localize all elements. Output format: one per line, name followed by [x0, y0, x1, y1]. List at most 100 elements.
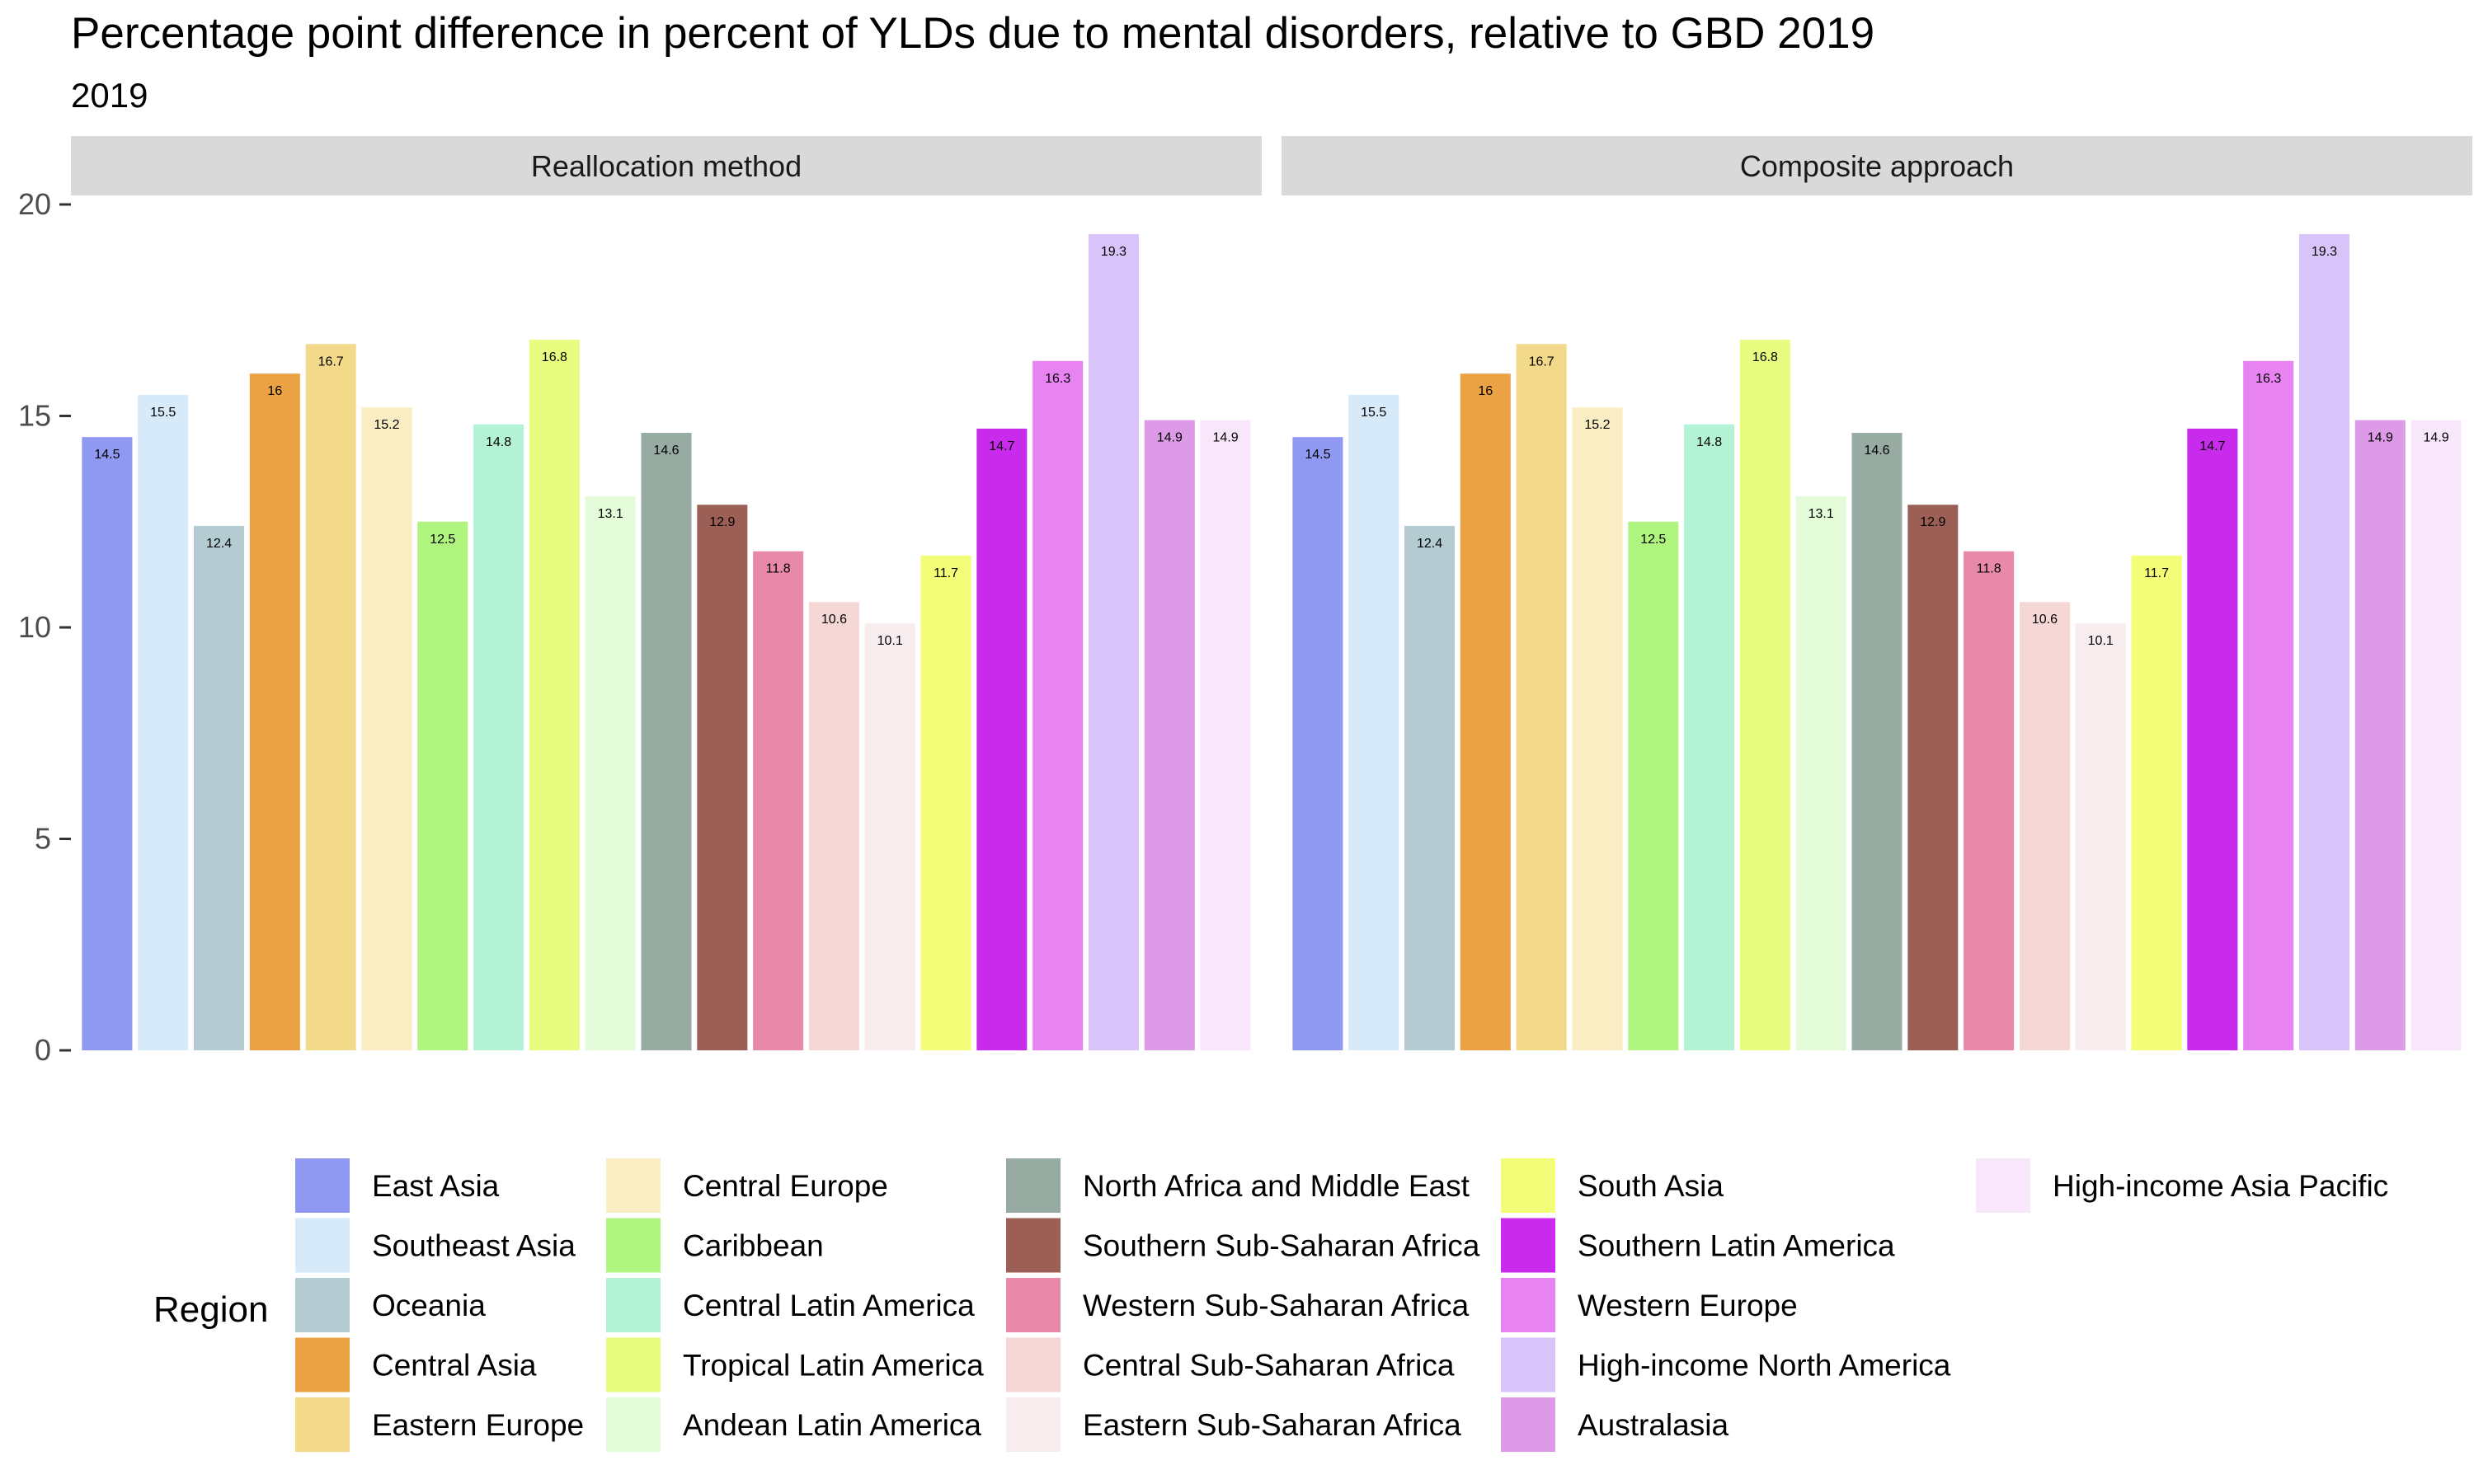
bar-value-label: 14.9	[2424, 431, 2449, 445]
bar	[1964, 551, 2015, 1050]
bar-value-label: 14.8	[1696, 435, 1722, 449]
legend-item: Central Latin America	[606, 1278, 975, 1332]
legend-label: Central Asia	[372, 1349, 537, 1383]
legend-label: Southern Sub-Saharan Africa	[1083, 1229, 1480, 1263]
legend-item: Oceania	[295, 1278, 486, 1332]
bar	[920, 555, 971, 1050]
legend-label: Australasia	[1578, 1408, 1729, 1442]
bar	[697, 505, 748, 1050]
legend-item: East Asia	[295, 1158, 500, 1213]
bar-value-label: 14.8	[486, 435, 511, 449]
bar	[1739, 340, 1790, 1050]
legend-swatch	[1976, 1158, 2030, 1213]
legend-item: Caribbean	[606, 1218, 824, 1273]
bar-value-label: 19.3	[2312, 245, 2337, 259]
legend-label: High-income Asia Pacific	[2053, 1169, 2388, 1203]
legend-swatch	[1006, 1218, 1061, 1273]
facet-panels: Reallocation method 14.5 15.5 12.4 16 16.7 15.…	[71, 136, 2472, 1051]
y-tick-label: 0	[35, 1033, 51, 1067]
bar-value-label: 12.5	[1640, 533, 1666, 547]
bar	[1628, 521, 1679, 1050]
bar	[1292, 437, 1343, 1050]
legend-item: Southern Latin America	[1501, 1218, 1895, 1273]
bar	[1144, 420, 1195, 1050]
legend-label: Central Latin America	[683, 1289, 975, 1322]
chart-title: Percentage point difference in percent o…	[71, 9, 1874, 58]
legend-swatch	[1006, 1397, 1061, 1452]
legend-swatch	[606, 1218, 661, 1273]
bar	[305, 344, 356, 1050]
legend-item: Southeast Asia	[295, 1218, 576, 1273]
facet-strip	[1282, 136, 2472, 195]
legend-swatch	[1501, 1337, 1555, 1392]
legend-item: North Africa and Middle East	[1006, 1158, 1470, 1213]
bar-value-label: 12.4	[206, 537, 232, 551]
facet-strip-label: Composite approach	[1740, 149, 2014, 183]
bar	[2354, 420, 2406, 1050]
bar-value-label: 16.7	[1529, 355, 1554, 369]
bar-value-label: 10.6	[2032, 613, 2058, 627]
bar	[529, 340, 580, 1050]
legend-swatch	[1501, 1397, 1555, 1452]
legend-label: Central Sub-Saharan Africa	[1083, 1349, 1455, 1383]
bar-value-label: 15.5	[1361, 406, 1386, 420]
bar-value-label: 16.7	[318, 355, 344, 369]
legend-swatch	[1006, 1158, 1061, 1213]
bar	[1460, 373, 1511, 1050]
bar	[1516, 344, 1567, 1050]
bar-value-label: 16	[1478, 384, 1493, 398]
bar	[2298, 233, 2349, 1050]
legend-items: East Asia Southeast Asia Oceania Central As…	[295, 1158, 2388, 1452]
bar-value-label: 11.8	[1977, 562, 2001, 576]
bar	[361, 407, 412, 1050]
legend-item: Southern Sub-Saharan Africa	[1006, 1218, 1480, 1273]
legend-swatch	[295, 1218, 350, 1273]
y-tick-label: 5	[35, 822, 51, 856]
y-tick-label: 10	[18, 610, 51, 644]
legend-item: Central Sub-Saharan Africa	[1006, 1337, 1455, 1392]
bar-value-label: 13.1	[598, 507, 623, 521]
bar-value-label: 10.1	[2088, 634, 2114, 648]
legend-swatch	[606, 1278, 661, 1332]
legend-swatch	[1006, 1337, 1061, 1392]
legend-label: Southeast Asia	[372, 1229, 576, 1263]
legend-item: Tropical Latin America	[606, 1337, 984, 1392]
legend-item: High-income Asia Pacific	[1976, 1158, 2388, 1213]
bar	[1795, 495, 1846, 1050]
legend-item: Central Asia	[295, 1337, 537, 1392]
bar	[864, 622, 915, 1050]
legend-label: East Asia	[372, 1169, 500, 1203]
legend-item: Western Sub-Saharan Africa	[1006, 1278, 1470, 1332]
legend-title: Region	[153, 1289, 268, 1330]
bar	[2075, 622, 2126, 1050]
bar-value-label: 14.9	[1213, 431, 1239, 445]
legend-swatch	[295, 1158, 350, 1213]
legend-swatch	[606, 1337, 661, 1392]
bar	[2187, 428, 2238, 1050]
legend-swatch	[295, 1397, 350, 1452]
legend-swatch	[1501, 1158, 1555, 1213]
bar	[2243, 360, 2294, 1050]
bar	[976, 428, 1028, 1050]
legend-swatch	[606, 1397, 661, 1452]
legend-label: Andean Latin America	[683, 1408, 981, 1442]
legend-swatch	[1501, 1278, 1555, 1332]
bar	[1851, 433, 1903, 1050]
bar-value-label: 16	[267, 384, 282, 398]
bar-value-label: 10.6	[821, 613, 847, 627]
bar-value-label: 14.6	[1864, 444, 1889, 458]
legend-label: Oceania	[372, 1289, 486, 1322]
bar-value-label: 16.8	[1752, 350, 1778, 364]
bar	[194, 525, 245, 1050]
legend-label: Southern Latin America	[1578, 1229, 1895, 1263]
facet-panel: Composite approach 14.5 15.5 12.4 16 16.7 15.2…	[1282, 136, 2472, 1051]
bar	[808, 602, 859, 1050]
bar	[1200, 420, 1251, 1050]
bar-value-label: 10.1	[877, 634, 903, 648]
bar	[417, 521, 468, 1050]
legend-label: North Africa and Middle East	[1083, 1169, 1470, 1203]
bar-value-label: 12.4	[1417, 537, 1442, 551]
bar-value-label: 14.9	[1157, 431, 1183, 445]
legend-label: Western Sub-Saharan Africa	[1083, 1289, 1470, 1322]
bar-value-label: 16.3	[2255, 372, 2281, 386]
